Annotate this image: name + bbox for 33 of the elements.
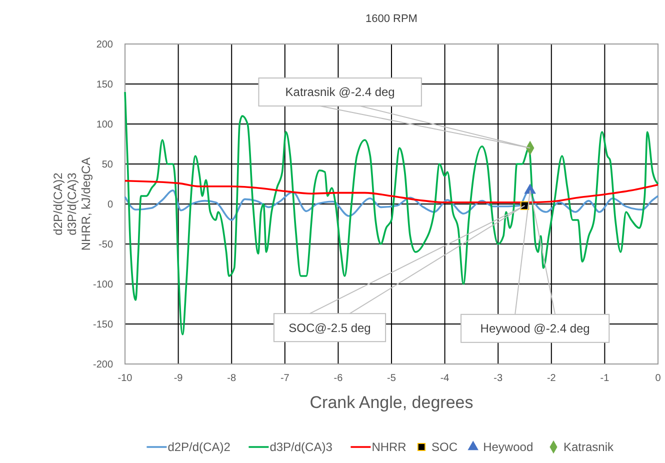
x-axis-title: Crank Angle, degrees bbox=[310, 393, 474, 412]
y-tick-label: -50 bbox=[98, 240, 114, 250]
legend-label: d3P/d(CA)3 bbox=[270, 440, 333, 454]
y-tick-label: 150 bbox=[96, 80, 114, 90]
x-tick-label: -5 bbox=[387, 373, 396, 384]
y-tick-label: -150 bbox=[92, 320, 114, 330]
x-tick-label: -4 bbox=[440, 373, 450, 384]
x-tick-label: -6 bbox=[334, 373, 344, 384]
point bbox=[524, 184, 536, 194]
legend-label: d2P/d(CA)2 bbox=[168, 440, 231, 454]
x-tick-label: -2 bbox=[546, 373, 556, 384]
annotation: Katrasnik @-2.4 deg bbox=[285, 85, 395, 100]
x-tick-label: -9 bbox=[174, 373, 184, 384]
legend-label: Katrasnik bbox=[564, 440, 615, 454]
y-tick-label: 0 bbox=[107, 200, 114, 210]
x-tick-label: -8 bbox=[227, 373, 236, 384]
legend-label: Heywood bbox=[483, 440, 534, 454]
x-tick-label: -3 bbox=[494, 373, 503, 384]
chart-title: 1600 RPM bbox=[366, 13, 418, 25]
annotation: Heywood @-2.4 deg bbox=[480, 322, 590, 336]
legend-label: SOC bbox=[432, 440, 458, 454]
x-tick-label: -7 bbox=[280, 373, 290, 384]
legend-label: NHRR bbox=[372, 440, 407, 454]
y-tick-label: -100 bbox=[92, 280, 114, 290]
y-tick-label: -200 bbox=[92, 360, 114, 370]
x-tick-label: -1 bbox=[600, 373, 610, 384]
y-tick-label: 200 bbox=[96, 40, 114, 50]
y-axis-title: d2P/d(CA)2 d3P/d(CA)3 NHRR, kJ/degCA bbox=[51, 157, 93, 251]
y-tick-label: 100 bbox=[96, 120, 114, 130]
x-tick-label: -10 bbox=[118, 373, 133, 384]
annotation: SOC@-2.5 deg bbox=[288, 320, 371, 335]
y-tick-label: 50 bbox=[102, 160, 114, 170]
x-tick-label: 0 bbox=[655, 373, 662, 384]
